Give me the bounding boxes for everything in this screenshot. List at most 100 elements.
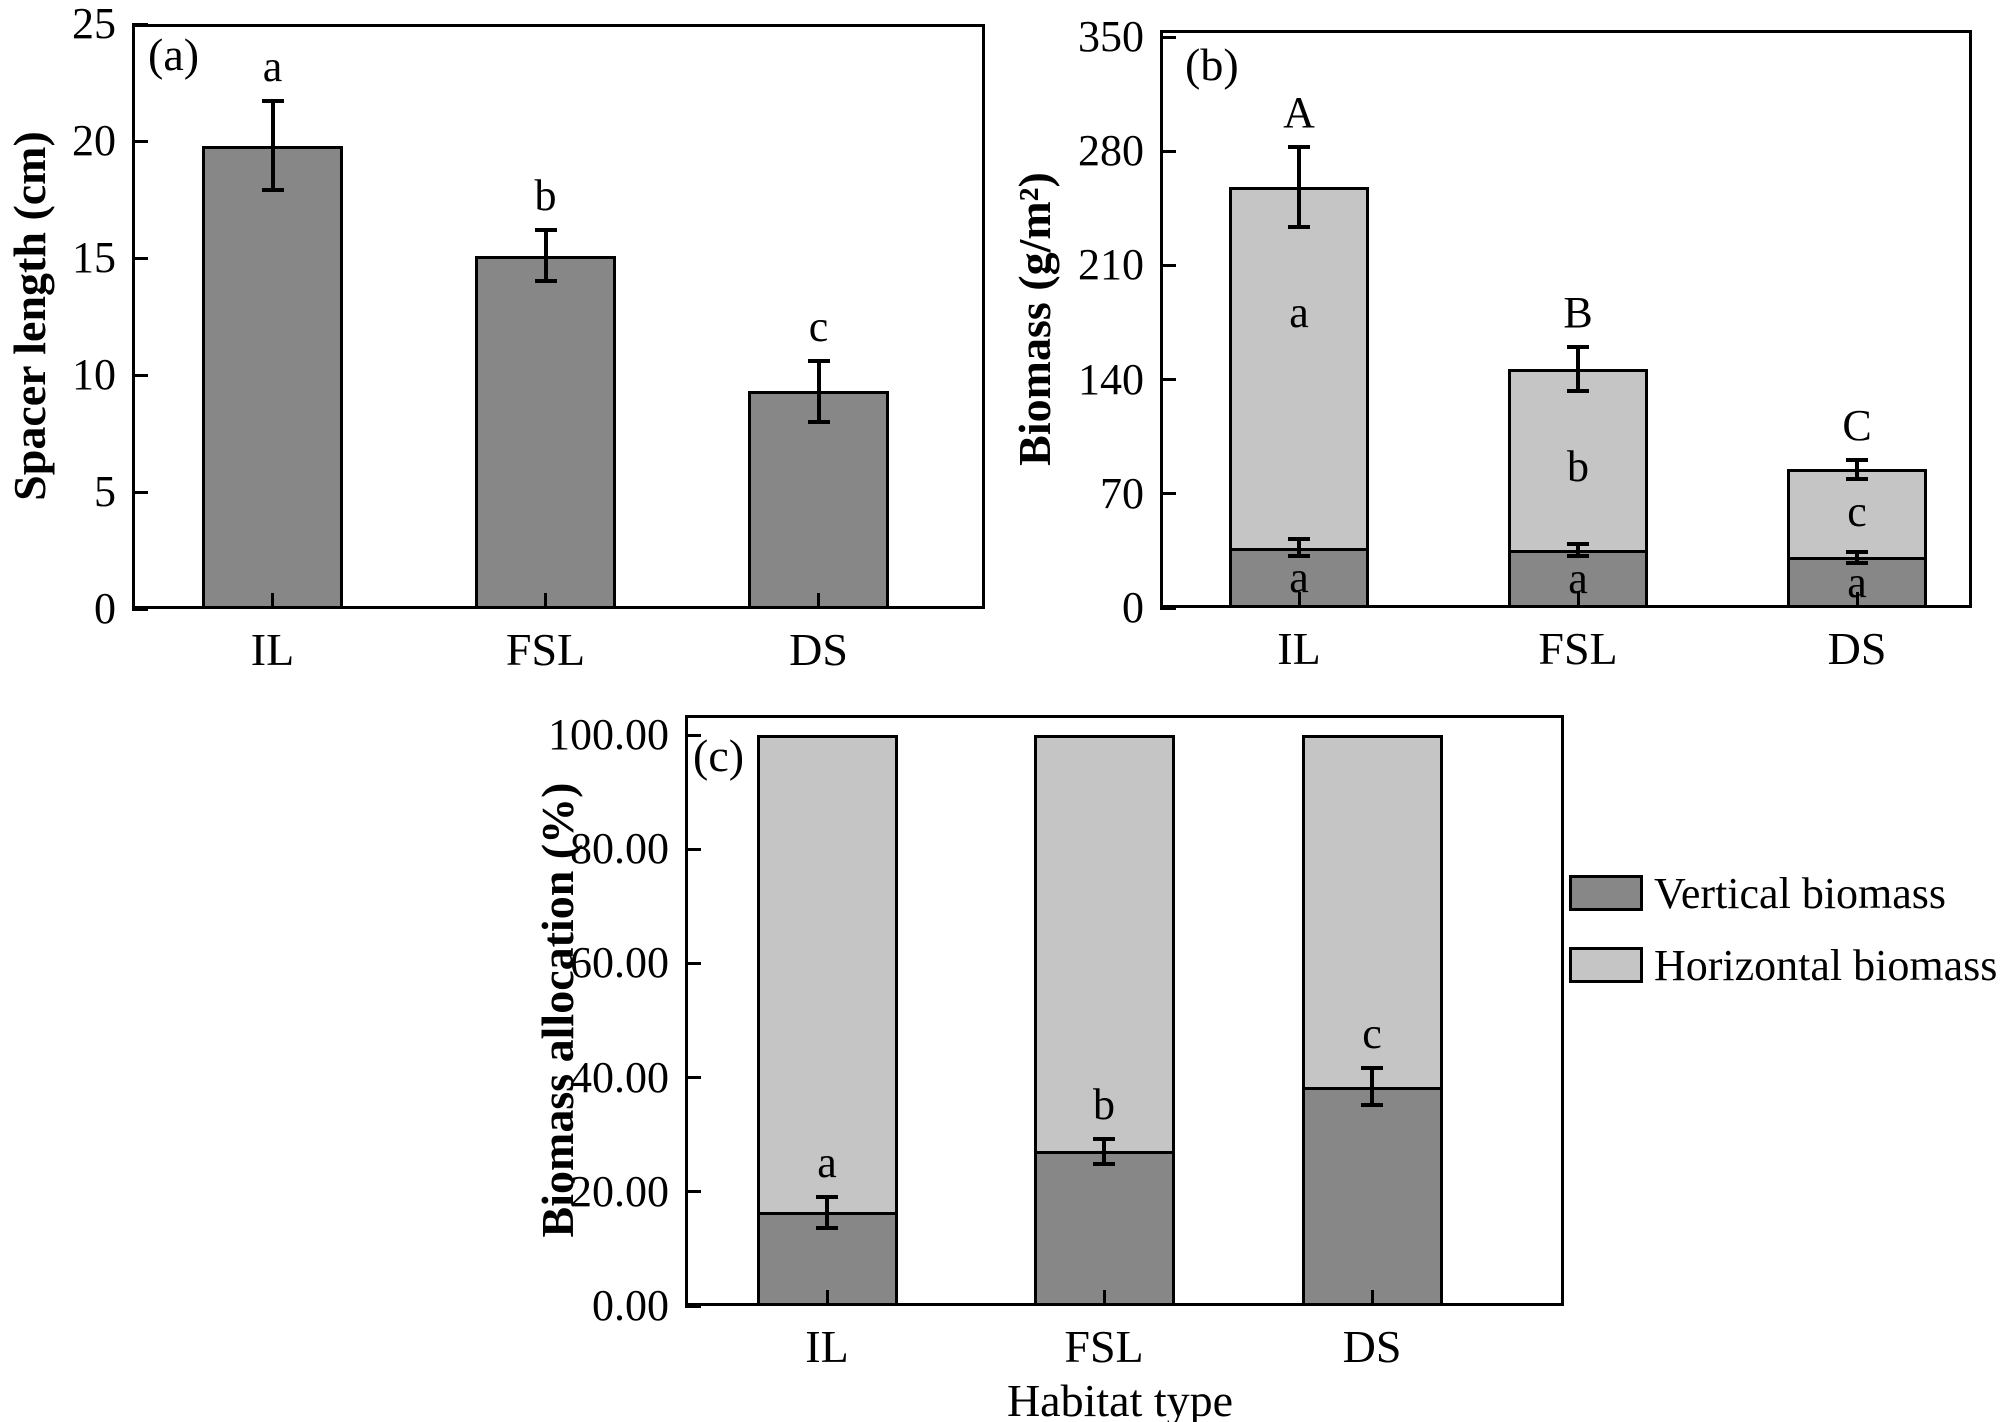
panel-a-bar-IL (202, 145, 343, 609)
panel-a-y-tick (132, 490, 148, 494)
panel-b-y-tick (1160, 149, 1176, 153)
panel-c-vertical-error-bar-IL-cap-top (816, 1194, 838, 1199)
panel-a-y-tick-label: 20 (72, 116, 116, 165)
panel-c-x-tick-label-FSL: FSL (1064, 1321, 1144, 1372)
panel-b-y-tick (1160, 35, 1176, 39)
panel-c-x-tick (825, 1290, 829, 1306)
sig-letter-c-DS: c (1362, 1009, 1382, 1059)
panel-b-x-tick (1855, 592, 1859, 608)
panel-c-y-tick (685, 1076, 701, 1080)
panel-a-x-tick-label-FSL: FSL (505, 624, 586, 675)
panel-c-y-tick-label: 40.00 (570, 1052, 669, 1102)
panel-b-total-error-bar-FSL-cap-top (1567, 344, 1589, 349)
panel-c-segment-vertical-DS (1301, 1086, 1443, 1306)
panel-a-y-tick-label: 15 (72, 233, 116, 282)
sig-letter-a-DS: c (808, 301, 829, 351)
sig-letter-b-horizontal-DS: c (1847, 486, 1867, 536)
panel-label-a: (a) (148, 29, 200, 80)
panel-b-x-tick (1297, 592, 1301, 608)
panel-c-y-tick (685, 961, 701, 965)
panel-c-segment-horizontal-IL (756, 735, 898, 1213)
panel-b-total-error-bar-IL-cap-top (1288, 145, 1310, 150)
panel-a-x-tick (271, 593, 274, 609)
sig-letter-a-IL: a (262, 42, 283, 92)
panel-b-vertical-error-bar-FSL-cap-top (1567, 542, 1589, 547)
panel-label-b: (b) (1185, 39, 1239, 90)
panel-c-segment-horizontal-FSL (1033, 735, 1175, 1152)
panel-a-error-bar-FSL-cap-top (534, 227, 557, 232)
panel-c-y-tick-label: 100.00 (548, 710, 669, 759)
total-sig-letter-b-FSL: B (1563, 287, 1593, 337)
panel-b-y-tick (1160, 263, 1176, 267)
panel-c-y-tick-label: 60.00 (570, 938, 669, 988)
panel-a-y-tick-label: 5 (94, 467, 116, 516)
panel-b-y-tick-label: 140 (1078, 354, 1144, 404)
panel-c-x-tick-label-DS: DS (1342, 1321, 1402, 1372)
sig-letter-c-IL: a (817, 1137, 837, 1187)
panel-c-y-tick-label: 0.00 (592, 1281, 669, 1330)
panel-a-y-tick (132, 373, 148, 377)
legend-label-vertical-biomass: Vertical biomass (1654, 869, 1947, 918)
panel-c-segment-horizontal-DS (1301, 735, 1443, 1087)
panel-c-vertical-error-bar-FSL-cap-bottom (1093, 1161, 1115, 1166)
panel-a-error-bar-DS-cap-top (807, 358, 830, 363)
panel-c-x-tick (1370, 1290, 1374, 1306)
panel-b-segment-horizontal-FSL (1508, 368, 1648, 551)
panel-b-vertical-error-bar-FSL-cap-bottom (1567, 553, 1589, 558)
y-axis-label-b: Biomass (g/m²) (1009, 172, 1060, 466)
panel-b-y-tick (1160, 606, 1176, 610)
panel-b-y-tick (1160, 378, 1176, 382)
panel-b-y-tick-label: 210 (1078, 240, 1144, 290)
panel-b-vertical-error-bar-DS-cap-top (1846, 549, 1868, 554)
panel-a-error-bar-IL-line (270, 101, 275, 191)
panel-c-y-tick-label: 80.00 (570, 824, 669, 874)
panel-b-y-tick-label: 70 (1100, 468, 1144, 518)
panel-a-y-tick-label: 25 (72, 0, 116, 48)
panel-a-y-tick (132, 256, 148, 260)
panel-b-segment-horizontal-IL (1229, 187, 1369, 548)
panel-b-total-error-bar-IL-line (1297, 147, 1301, 228)
total-sig-letter-b-DS: C (1842, 400, 1872, 450)
panel-a-y-tick (132, 139, 148, 143)
panel-b-vertical-error-bar-DS-cap-bottom (1846, 561, 1868, 566)
total-sig-letter-b-IL: A (1283, 88, 1315, 138)
y-axis-label-a: Spacer length (cm) (4, 131, 55, 501)
panel-c-x-tick (1102, 1290, 1106, 1306)
panel-c-vertical-error-bar-FSL-cap-top (1093, 1136, 1115, 1141)
panel-c-y-tick (685, 1304, 701, 1308)
panel-b-total-error-bar-FSL-line (1576, 346, 1580, 392)
panel-c-y-tick (685, 733, 701, 737)
panel-c-segment-vertical-FSL (1033, 1151, 1175, 1306)
sig-letter-c-FSL: b (1093, 1079, 1115, 1129)
panel-b-total-error-bar-DS-cap-bottom (1846, 477, 1868, 482)
panel-a-error-bar-FSL-cap-bottom (534, 279, 557, 284)
panel-c-vertical-error-bar-DS-line (1370, 1068, 1374, 1105)
panel-b-y-tick-label: 280 (1078, 126, 1144, 176)
panel-c-vertical-error-bar-IL-cap-bottom (816, 1225, 838, 1230)
panel-c-y-tick-label: 20.00 (570, 1166, 669, 1216)
panel-a-x-tick (544, 593, 547, 609)
panel-b-total-error-bar-DS-line (1855, 459, 1859, 480)
legend-swatch-vertical-biomass (1569, 875, 1643, 911)
panel-b-x-tick (1576, 592, 1580, 608)
panel-a-x-tick-label-IL: IL (250, 624, 295, 675)
panel-c-vertical-error-bar-DS-cap-bottom (1361, 1103, 1383, 1107)
panel-c-x-tick-label-IL: IL (805, 1321, 849, 1372)
panel-b-vertical-error-bar-IL-cap-top (1288, 537, 1310, 542)
panel-a-y-tick-label: 10 (72, 350, 116, 399)
panel-b-x-tick-label-DS: DS (1827, 623, 1887, 674)
panel-c-vertical-error-bar-FSL-line (1102, 1138, 1106, 1164)
panel-b-vertical-error-bar-IL-cap-bottom (1288, 553, 1310, 558)
sig-letter-b-horizontal-IL: a (1289, 287, 1309, 337)
sig-letter-b-horizontal-FSL: b (1567, 441, 1589, 491)
y-axis-label-c: Biomass allocation (%) (532, 782, 583, 1238)
legend-swatch-horizontal-biomass (1569, 947, 1643, 983)
sig-letter-b-vertical-DS: a (1847, 557, 1867, 607)
panel-b-total-error-bar-IL-cap-bottom (1288, 225, 1310, 230)
panel-label-c: (c) (693, 730, 745, 781)
panel-a-error-bar-DS-line (816, 360, 821, 422)
panel-a-bar-FSL (475, 255, 616, 609)
panel-b-y-tick-label: 0 (1122, 583, 1144, 632)
panel-b-vertical-error-bar-FSL-line (1576, 544, 1580, 556)
